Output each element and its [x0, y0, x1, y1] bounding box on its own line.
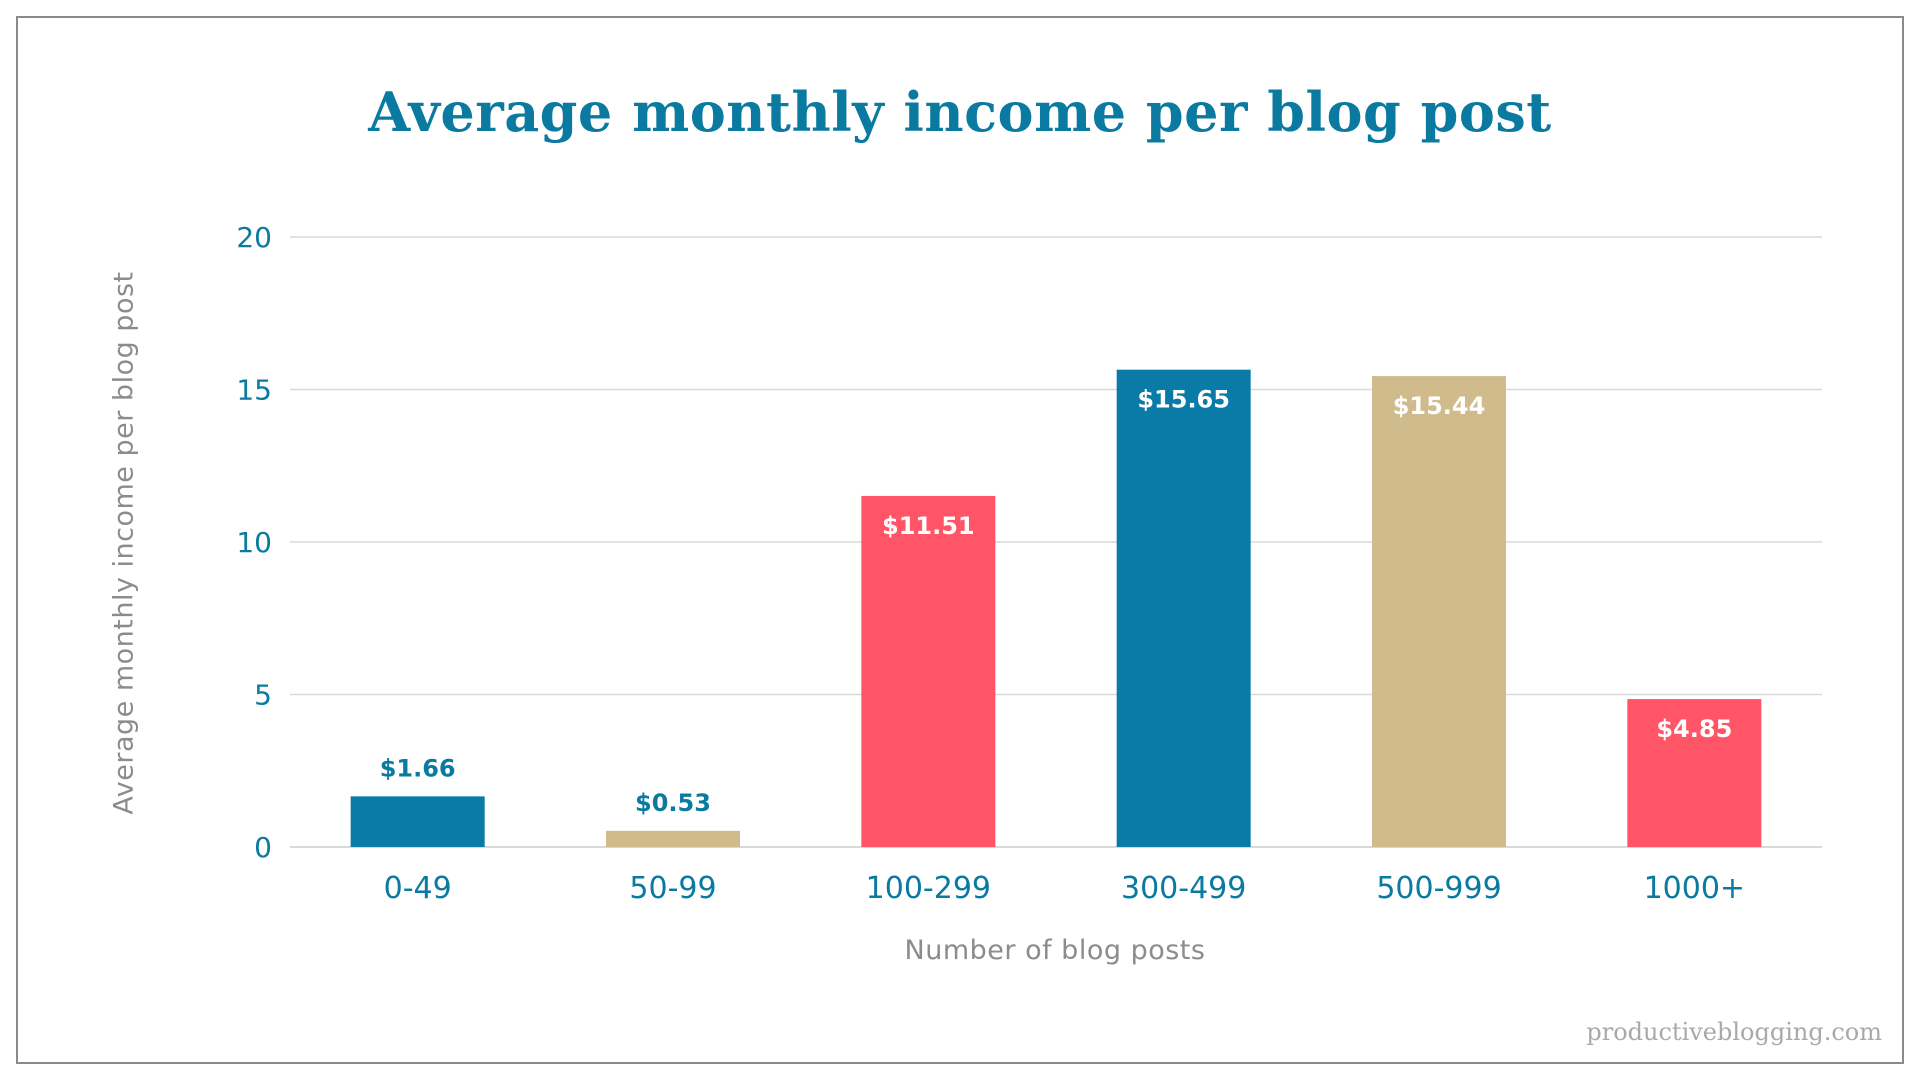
x-tick-labels: 0-49 50-99 100-299 300-499 500-999 1000+	[384, 871, 1745, 906]
data-label: $0.53	[635, 789, 711, 817]
y-tick-label: 15	[236, 374, 272, 407]
x-tick-label: 500-999	[1376, 871, 1501, 906]
x-tick-label: 50-99	[629, 871, 716, 906]
y-axis-title: Average monthly income per blog post	[108, 271, 140, 815]
x-tick-label: 0-49	[384, 871, 452, 906]
bar-0-49	[350, 796, 485, 847]
y-tick-label: 0	[254, 831, 272, 864]
data-label: $11.51	[882, 512, 975, 540]
data-label: $4.85	[1656, 715, 1732, 743]
x-tick-label: 1000+	[1644, 871, 1745, 906]
value-labels: $1.66 $0.53 $11.51 $15.65 $15.44 $4.85	[380, 386, 1733, 817]
data-label: $15.44	[1393, 392, 1486, 420]
data-label: $15.65	[1137, 386, 1230, 414]
gridlines	[290, 236, 1822, 848]
chart-title: Average monthly income per blog post	[368, 80, 1552, 144]
bar-300-499	[1116, 369, 1251, 847]
data-label: $1.66	[380, 754, 456, 782]
bar-100-299	[861, 495, 996, 847]
bar-50-99	[606, 830, 740, 847]
bar-500-999	[1372, 376, 1506, 847]
x-axis-title: Number of blog posts	[904, 935, 1206, 966]
watermark: productiveblogging.com	[1586, 1018, 1882, 1046]
y-tick-label: 5	[254, 679, 272, 712]
y-tick-label: 20	[236, 221, 272, 254]
y-tick-label: 10	[236, 526, 272, 559]
bar-1000+	[1627, 699, 1762, 847]
y-tick-labels: 0 5 10 15 20	[236, 221, 272, 864]
bars	[350, 369, 1762, 847]
x-tick-label: 100-299	[866, 871, 991, 906]
x-tick-label: 300-499	[1121, 871, 1246, 906]
